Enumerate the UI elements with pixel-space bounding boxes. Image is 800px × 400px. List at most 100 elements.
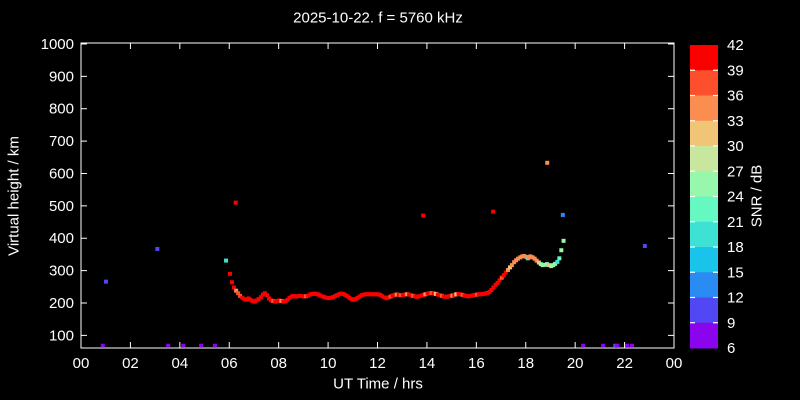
colorbar-segment (690, 322, 718, 349)
data-point (361, 292, 366, 297)
colorbar-tick (713, 271, 718, 273)
colorbar-tick-label: 39 (727, 62, 744, 79)
colorbar-tick (713, 120, 718, 122)
data-point (238, 293, 243, 298)
data-point (265, 293, 270, 298)
data-point (262, 291, 267, 296)
data-point (374, 292, 379, 297)
colorbar-tick (713, 170, 718, 172)
data-point (250, 299, 255, 304)
x-tick-label: 04 (171, 355, 188, 372)
data-point (491, 209, 496, 214)
x-tick-label: 12 (369, 355, 386, 372)
data-point (349, 297, 354, 302)
colorbar-tick (690, 271, 695, 273)
y-tick-label: 800 (49, 101, 74, 118)
data-point (516, 256, 521, 261)
data-point (472, 292, 477, 297)
data-point (435, 292, 440, 297)
data-point (429, 290, 434, 295)
data-point (629, 343, 634, 348)
data-point (501, 273, 506, 278)
colorbar-tick (713, 145, 718, 147)
data-point (503, 270, 508, 275)
data-point (625, 343, 630, 348)
plot-title: 2025-10-22. f = 5760 kHz (293, 9, 463, 27)
y-tick-label: 300 (49, 263, 74, 280)
data-point (392, 292, 397, 297)
colorbar-tick-label: 24 (727, 189, 744, 206)
colorbar-tick (713, 69, 718, 71)
colorbar-segment (690, 247, 718, 273)
data-point (386, 295, 391, 300)
data-point (380, 294, 385, 299)
data-point (231, 285, 236, 290)
colorbar-tick-label: 9 (727, 315, 735, 332)
colorbar-segment (690, 297, 718, 324)
data-point (355, 295, 360, 300)
colorbar-tick (690, 195, 695, 198)
x-tick-label: 18 (517, 355, 534, 372)
colorbar-tick-label: 12 (727, 290, 744, 307)
colorbar-segment (690, 221, 718, 248)
y-tick-label: 100 (49, 327, 74, 344)
data-point (367, 292, 372, 297)
colorbar-tick (690, 170, 695, 172)
data-point (324, 295, 329, 300)
data-point (224, 258, 229, 263)
data-point (234, 288, 239, 293)
data-point (398, 293, 403, 298)
data-point (336, 292, 341, 297)
data-point (318, 293, 323, 298)
colorbar-tick (690, 221, 695, 223)
y-tick-label: 600 (49, 165, 74, 182)
colorbar-segment (690, 70, 718, 96)
data-point (534, 258, 539, 263)
x-tick-label: 20 (567, 355, 584, 372)
data-point (546, 263, 551, 268)
colorbar-tick-label: 36 (727, 88, 744, 105)
colorbar-tick (713, 94, 718, 97)
x-axis-title: UT Time / hrs (333, 375, 423, 393)
colorbar-segment (690, 146, 718, 172)
colorbar-tick (690, 94, 695, 97)
data-point (581, 343, 586, 348)
x-tick-label: 06 (221, 355, 238, 372)
data-point (466, 294, 471, 299)
x-tick-label: 10 (320, 355, 337, 372)
data-point (423, 292, 428, 297)
data-point (411, 293, 416, 298)
data-point (561, 238, 566, 243)
data-point (559, 248, 564, 253)
x-tick-label: 00 (666, 355, 683, 372)
data-point (528, 254, 533, 259)
data-point (421, 213, 426, 218)
colorbar-tick (690, 296, 695, 299)
colorbar-tick (690, 120, 695, 122)
colorbar-tick (713, 221, 718, 223)
data-point (557, 256, 562, 261)
data-point (343, 292, 348, 297)
colorbar-tick-label: 15 (727, 264, 744, 281)
colorbar-segment (690, 196, 718, 223)
y-tick-label: 1000 (41, 36, 74, 53)
y-tick-label: 900 (49, 68, 74, 85)
colorbar-tick-label: 33 (727, 113, 744, 130)
colorbar-tick (690, 322, 695, 324)
data-point (212, 343, 217, 348)
data-point (281, 299, 286, 304)
data-point (509, 263, 514, 268)
data-point (522, 254, 527, 259)
x-tick-label: 22 (616, 355, 633, 372)
data-point (642, 244, 647, 249)
data-point (227, 271, 232, 276)
data-point (233, 200, 238, 205)
data-point (499, 275, 504, 280)
data-point (417, 294, 422, 299)
colorbar-segment (690, 45, 718, 71)
colorbar-tick (690, 69, 695, 71)
data-point (404, 292, 409, 297)
data-point (448, 294, 453, 299)
colorbar-segment (690, 171, 718, 197)
colorbar-segment (690, 95, 718, 122)
